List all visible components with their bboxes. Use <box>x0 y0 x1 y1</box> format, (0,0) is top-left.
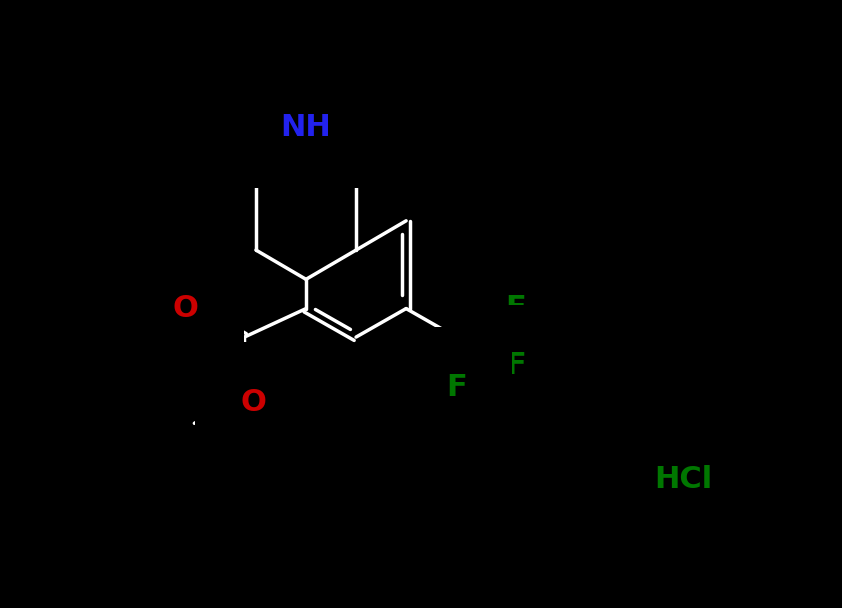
Text: F: F <box>505 351 526 380</box>
Text: F: F <box>505 294 526 323</box>
Text: O: O <box>172 294 198 323</box>
Text: O: O <box>241 388 267 417</box>
Text: F: F <box>445 373 466 402</box>
Text: HCl: HCl <box>654 465 712 494</box>
Text: NH: NH <box>280 113 332 142</box>
